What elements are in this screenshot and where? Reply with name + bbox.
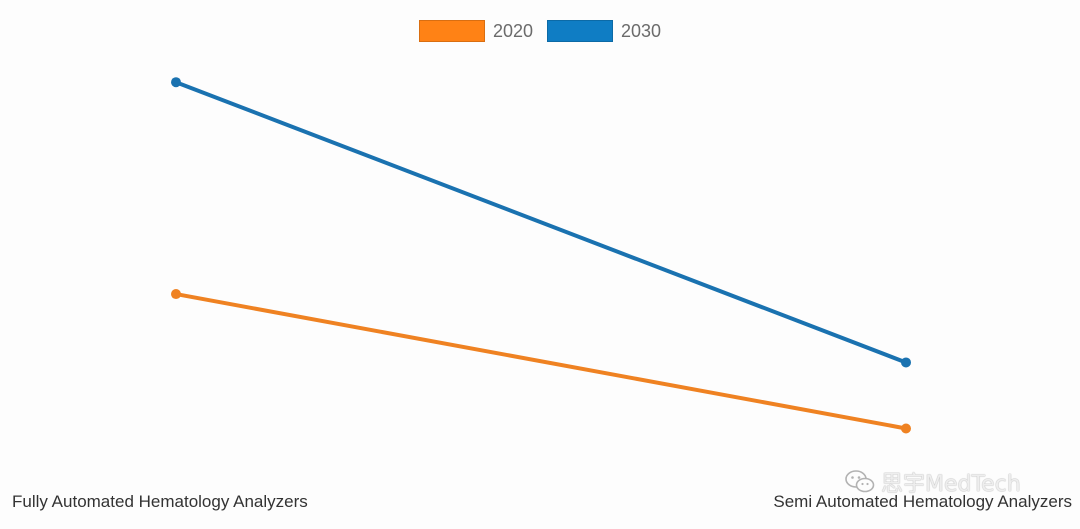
series-2020-point-1[interactable] (171, 289, 181, 300)
legend-swatch-2030 (547, 20, 613, 42)
x-tick-label-semi-automated: Semi Automated Hematology Analyzers (773, 492, 1072, 511)
series-2020-line (174, 292, 908, 431)
series-2030-point-1[interactable] (171, 77, 181, 88)
legend-swatch-2020 (418, 20, 485, 42)
series-2030-point-2[interactable] (901, 357, 911, 368)
legend-item-2020[interactable]: 2020 (418, 20, 533, 42)
wechat-icon (845, 470, 875, 493)
series-2020-point-2[interactable] (901, 423, 911, 434)
legend-label-2020: 2020 (492, 20, 533, 41)
x-tick-label-fully-automated: Fully Automated Hematology Analyzers (12, 492, 308, 511)
series-2030-line (174, 80, 908, 365)
watermark-text: 思宇MedTech (881, 472, 1021, 497)
legend-item-2030[interactable]: 2030 (547, 20, 661, 42)
legend-label-2030: 2030 (621, 20, 662, 41)
watermark: 思宇MedTech (845, 466, 1021, 498)
chart-legend: 2020 2030 (0, 20, 1080, 42)
